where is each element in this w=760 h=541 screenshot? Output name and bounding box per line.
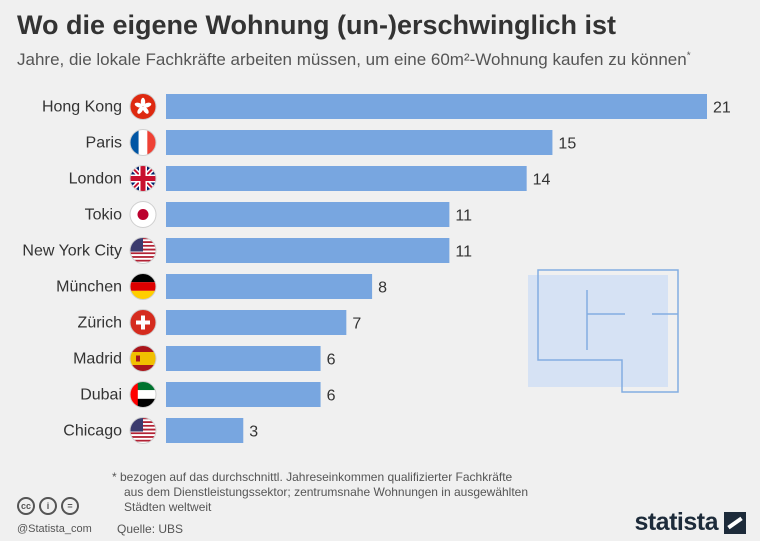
france-flag-icon xyxy=(129,129,157,156)
bar xyxy=(166,382,321,407)
value-label: 8 xyxy=(378,280,387,297)
bar xyxy=(166,94,707,119)
japan-flag-icon xyxy=(129,201,157,228)
value-label: 6 xyxy=(327,352,336,369)
logo-text: statista xyxy=(634,508,718,536)
uae-flag-icon xyxy=(129,381,157,408)
category-label: Paris xyxy=(86,135,122,152)
statista-logo[interactable]: statista xyxy=(634,508,746,537)
uk-flag-icon xyxy=(129,165,157,192)
footnote-line-2: aus dem Dienstleistungssektor; zentrumsn… xyxy=(124,485,529,499)
chart-subtitle: Jahre, die lokale Fachkräfte arbeiten mü… xyxy=(17,50,691,70)
usa-flag-icon xyxy=(129,417,157,444)
attribution-icon: i xyxy=(39,497,57,515)
license-icons: cc i = xyxy=(17,497,79,515)
bar-row: Paris 15 xyxy=(86,129,576,156)
category-label: München xyxy=(56,279,122,296)
category-label: New York City xyxy=(22,243,122,260)
bar-row: London 14 xyxy=(69,165,551,192)
value-label: 11 xyxy=(455,244,472,261)
bar xyxy=(166,166,527,191)
footnote: * bezogen auf das durchschnittl. Jahrese… xyxy=(112,470,582,515)
hong-kong-flag-icon xyxy=(129,93,157,120)
twitter-handle: @Statista_com xyxy=(17,523,92,535)
bar-row: München 8 xyxy=(56,273,387,300)
footnote-mark: * xyxy=(686,50,691,62)
bar-row: Hong Kong 21 xyxy=(42,93,731,120)
bar-row: Tokio 11 xyxy=(85,201,472,228)
chart-title: Wo die eigene Wohnung (un-)erschwinglich… xyxy=(17,10,617,40)
source-label: Quelle: UBS xyxy=(117,522,184,536)
switzerland-flag-icon xyxy=(129,309,157,336)
category-label: Hong Kong xyxy=(42,99,122,116)
bar xyxy=(166,202,450,227)
floorplan-illustration xyxy=(528,269,679,393)
value-label: 14 xyxy=(533,172,551,189)
no-derivatives-icon: = xyxy=(61,497,79,515)
category-label: Dubai xyxy=(80,387,122,404)
bar-row: Zürich 7 xyxy=(78,309,361,336)
category-label: Chicago xyxy=(63,423,122,440)
bar-row: New York City 11 xyxy=(22,237,472,264)
value-label: 6 xyxy=(327,388,336,405)
value-label: 11 xyxy=(455,208,472,225)
category-label: Madrid xyxy=(73,351,122,368)
bar xyxy=(166,418,244,443)
value-label: 15 xyxy=(558,136,576,153)
bar xyxy=(166,346,321,371)
bar xyxy=(166,310,347,335)
bar xyxy=(166,274,373,299)
cc-icon: cc xyxy=(17,497,35,515)
footnote-line-3: Städten weltweit xyxy=(124,500,212,514)
bar xyxy=(166,130,553,155)
germany-flag-icon xyxy=(129,273,157,300)
bar-row: Madrid 6 xyxy=(73,345,336,372)
spain-flag-icon xyxy=(129,345,157,372)
value-label: 21 xyxy=(713,100,731,117)
category-label: London xyxy=(69,171,122,188)
usa-flag-icon xyxy=(129,237,157,264)
subtitle-text: Jahre, die lokale Fachkräfte arbeiten mü… xyxy=(17,50,687,69)
bar-row: Chicago 3 xyxy=(63,417,258,444)
footnote-line-1: * bezogen auf das durchschnittl. Jahrese… xyxy=(112,470,513,484)
category-label: Tokio xyxy=(85,207,122,224)
value-label: 3 xyxy=(249,424,258,441)
category-label: Zürich xyxy=(78,315,122,332)
bar xyxy=(166,238,450,263)
value-label: 7 xyxy=(352,316,361,333)
logo-mark-icon xyxy=(724,511,746,534)
bar-row: Dubai 6 xyxy=(80,381,336,408)
